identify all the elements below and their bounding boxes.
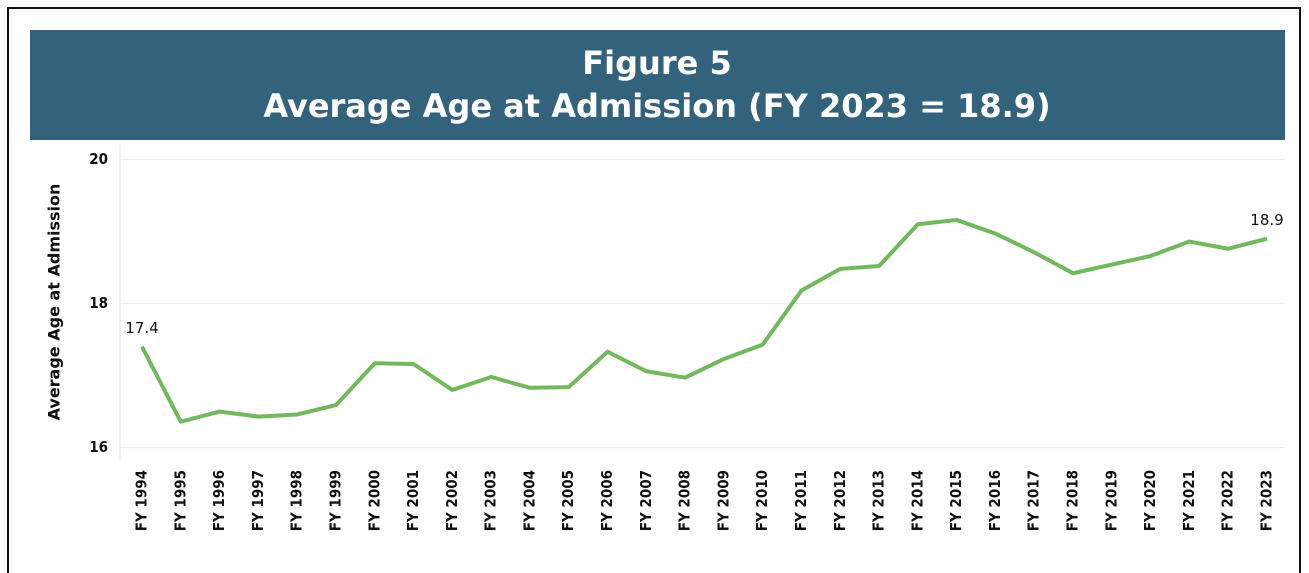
x-tick-label: FY 2013 <box>870 470 888 531</box>
x-tick-label: FY 2021 <box>1180 470 1198 531</box>
y-axis-label: Average Age at Admission <box>45 184 64 421</box>
x-tick-label: FY 1998 <box>288 470 306 531</box>
line <box>140 217 1268 424</box>
x-tick-label: FY 2007 <box>637 470 655 531</box>
x-tick-label: FY 2014 <box>908 470 926 531</box>
x-tick-label: FY 2019 <box>1102 470 1120 531</box>
y-tick-label: 18 <box>89 294 108 312</box>
x-tick-label: FY 2017 <box>1025 470 1043 531</box>
chart-title: Figure 5 <box>582 44 731 82</box>
chart-subtitle: Average Age at Admission (FY 2023 = 18.9… <box>263 87 1050 125</box>
title-band <box>30 30 1285 140</box>
x-tick-label: FY 2003 <box>482 470 500 531</box>
x-tick-label: FY 1995 <box>171 470 189 531</box>
x-tick-label: FY 2012 <box>831 470 849 531</box>
x-tick-label: FY 2002 <box>443 470 461 531</box>
x-tick-label: FY 2009 <box>714 470 732 531</box>
x-tick-label: FY 2006 <box>598 470 616 531</box>
data-label: 17.4 <box>125 319 158 337</box>
data-label: 18.9 <box>1250 211 1283 229</box>
y-tick-label: 16 <box>89 438 108 456</box>
x-tick-label: FY 2004 <box>520 470 538 531</box>
x-tick-label: FY 1999 <box>326 470 344 531</box>
x-tick-label: FY 2022 <box>1219 470 1237 531</box>
x-tick-label: FY 2001 <box>404 470 422 531</box>
x-tick-label: FY 1994 <box>133 470 151 531</box>
x-tick-label: FY 1996 <box>210 470 228 531</box>
x-tick-label: FY 2005 <box>559 470 577 531</box>
x-tick-label: FY 2000 <box>365 470 383 531</box>
x-tick-label: FY 2010 <box>753 470 771 531</box>
x-tick-label: FY 2015 <box>947 470 965 531</box>
x-tick-label: FY 2016 <box>986 470 1004 531</box>
x-tick-label: FY 2020 <box>1141 470 1159 531</box>
x-tick-label: FY 2023 <box>1258 470 1276 531</box>
y-tick-label: 20 <box>89 150 108 168</box>
x-tick-label: FY 1997 <box>249 470 267 531</box>
x-tick-label: FY 2018 <box>1064 470 1082 531</box>
x-tick-label: FY 2011 <box>792 470 810 531</box>
x-tick-label: FY 2008 <box>676 470 694 531</box>
